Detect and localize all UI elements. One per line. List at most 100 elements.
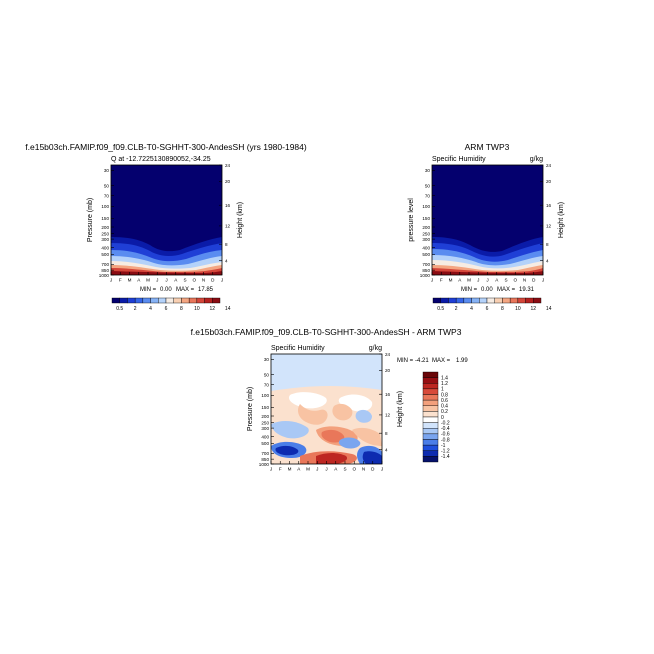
panel-obs-subtitle: Specific Humidity (432, 156, 486, 163)
colorbar-swatch (422, 394, 439, 401)
month-tick-label: F (279, 467, 282, 472)
colorbar-swatch (502, 297, 511, 304)
colorbar-swatch (119, 297, 128, 304)
panel-obs-max-label: MAX = (497, 287, 516, 293)
pressure-tick-label: 1000 (259, 462, 270, 467)
pressure-tick-label: 50 (425, 183, 431, 188)
colorbar-label: 14 (546, 306, 552, 312)
pressure-tick-label: 850 (101, 268, 109, 273)
pressure-tick-label: 250 (101, 231, 109, 236)
height-tick-label: 12 (225, 224, 231, 229)
colorbar-swatch (533, 297, 542, 304)
colorbar-label: 6 (165, 306, 168, 312)
month-tick-label: A (174, 278, 178, 283)
month-tick-label: D (211, 278, 215, 283)
colorbar-label: 2 (134, 306, 137, 312)
panel-diff-min-value: -4.21 (415, 358, 429, 364)
panel-obs-min-value: 0.00 (481, 287, 493, 293)
pressure-tick-label: 50 (264, 372, 270, 377)
colorbar-swatch (422, 422, 439, 429)
month-tick-label: N (202, 278, 205, 283)
colorbar-swatch (150, 297, 159, 304)
panel-obs-title: ARM TWP3 (465, 142, 510, 152)
colorbar-swatch (422, 416, 439, 423)
colorbar-swatch (486, 297, 495, 304)
colorbar-label: 0.4 (441, 404, 448, 410)
colorbar-label: -0.6 (441, 432, 450, 438)
month-tick-label: J (542, 278, 544, 283)
pressure-tick-label: 150 (101, 216, 109, 221)
panel-diff-ylabel-right: Height (km) (397, 391, 404, 427)
month-tick-label: J (221, 278, 223, 283)
colorbar-label: 12 (531, 306, 537, 312)
colorbar-swatch (463, 297, 472, 304)
colorbar-label: 14 (225, 306, 231, 312)
month-tick-label: N (362, 467, 365, 472)
colorbar-label: 8 (501, 306, 504, 312)
panel-obs-units: g/kg (530, 156, 543, 163)
month-tick-label: J (486, 278, 488, 283)
panel-obs-field (432, 165, 543, 275)
pressure-tick-label: 200 (422, 225, 430, 230)
panel-model-field (111, 165, 222, 275)
panel-model-min-label: MIN = (140, 287, 157, 293)
colorbar-swatch (440, 297, 449, 304)
pressure-tick-label: 200 (261, 414, 269, 419)
colorbar-swatch (432, 297, 441, 304)
height-tick-label: 12 (546, 224, 552, 229)
colorbar-swatch (142, 297, 151, 304)
height-tick-label: 16 (546, 203, 552, 208)
panel-model-min-value: 0.00 (160, 287, 172, 293)
panel-obs-max-value: 19.31 (519, 287, 535, 293)
month-tick-label: M (128, 278, 132, 283)
colorbar-label: -0.8 (441, 437, 450, 443)
colorbar-swatch (422, 439, 439, 446)
height-tick-label: 20 (385, 368, 391, 373)
month-tick-label: S (343, 467, 346, 472)
colorbar-swatch (158, 297, 167, 304)
height-tick-label: 4 (546, 258, 549, 263)
height-tick-label: 4 (225, 258, 228, 263)
month-tick-label: O (352, 467, 356, 472)
pressure-tick-label: 700 (422, 262, 430, 267)
height-tick-label: 24 (546, 163, 552, 168)
colorbar-label: 6 (486, 306, 489, 312)
colorbar-label: 1.4 (441, 375, 448, 381)
panel-diff: f.e15b03ch.FAMIP.f09_f09.CLB-T0-SGHHT-30… (191, 327, 469, 472)
month-tick-label: D (371, 467, 375, 472)
colorbar-label: 1 (441, 387, 444, 393)
month-tick-label: A (297, 467, 301, 472)
pressure-tick-label: 1000 (99, 273, 110, 278)
month-tick-label: M (288, 467, 292, 472)
colorbar-swatch (204, 297, 213, 304)
colorbar-swatch (422, 450, 439, 457)
month-tick-label: J (431, 278, 433, 283)
pressure-tick-label: 700 (261, 451, 269, 456)
month-tick-label: F (440, 278, 443, 283)
month-tick-label: J (325, 467, 327, 472)
colorbar-label: 10 (194, 306, 200, 312)
panel-diff-field (271, 354, 382, 464)
height-tick-label: 16 (385, 392, 391, 397)
colorbar-label: 4 (470, 306, 473, 312)
colorbar-swatch (422, 371, 439, 378)
panel-obs-ylabel: pressure level (408, 198, 415, 242)
panel-obs-colorbar: 0.5 2 4 6 8 10 12 14 (432, 297, 552, 312)
colorbar-swatch (188, 297, 198, 304)
colorbar-swatch (173, 297, 182, 304)
pressure-tick-label: 500 (422, 252, 430, 257)
pressure-tick-label: 100 (422, 204, 430, 209)
pressure-tick-label: 400 (261, 434, 269, 439)
colorbar-swatch (422, 428, 439, 435)
colorbar-swatch (212, 297, 221, 304)
height-tick-label: 24 (385, 352, 391, 357)
colorbar-swatch (196, 297, 205, 304)
colorbar-label: 0.2 (441, 409, 448, 415)
colorbar-swatch (422, 405, 439, 412)
colorbar-swatch (455, 297, 465, 304)
colorbar-label: 0.6 (441, 398, 448, 404)
month-tick-label: F (119, 278, 122, 283)
pressure-tick-label: 400 (101, 245, 109, 250)
colorbar-swatch (422, 411, 439, 418)
